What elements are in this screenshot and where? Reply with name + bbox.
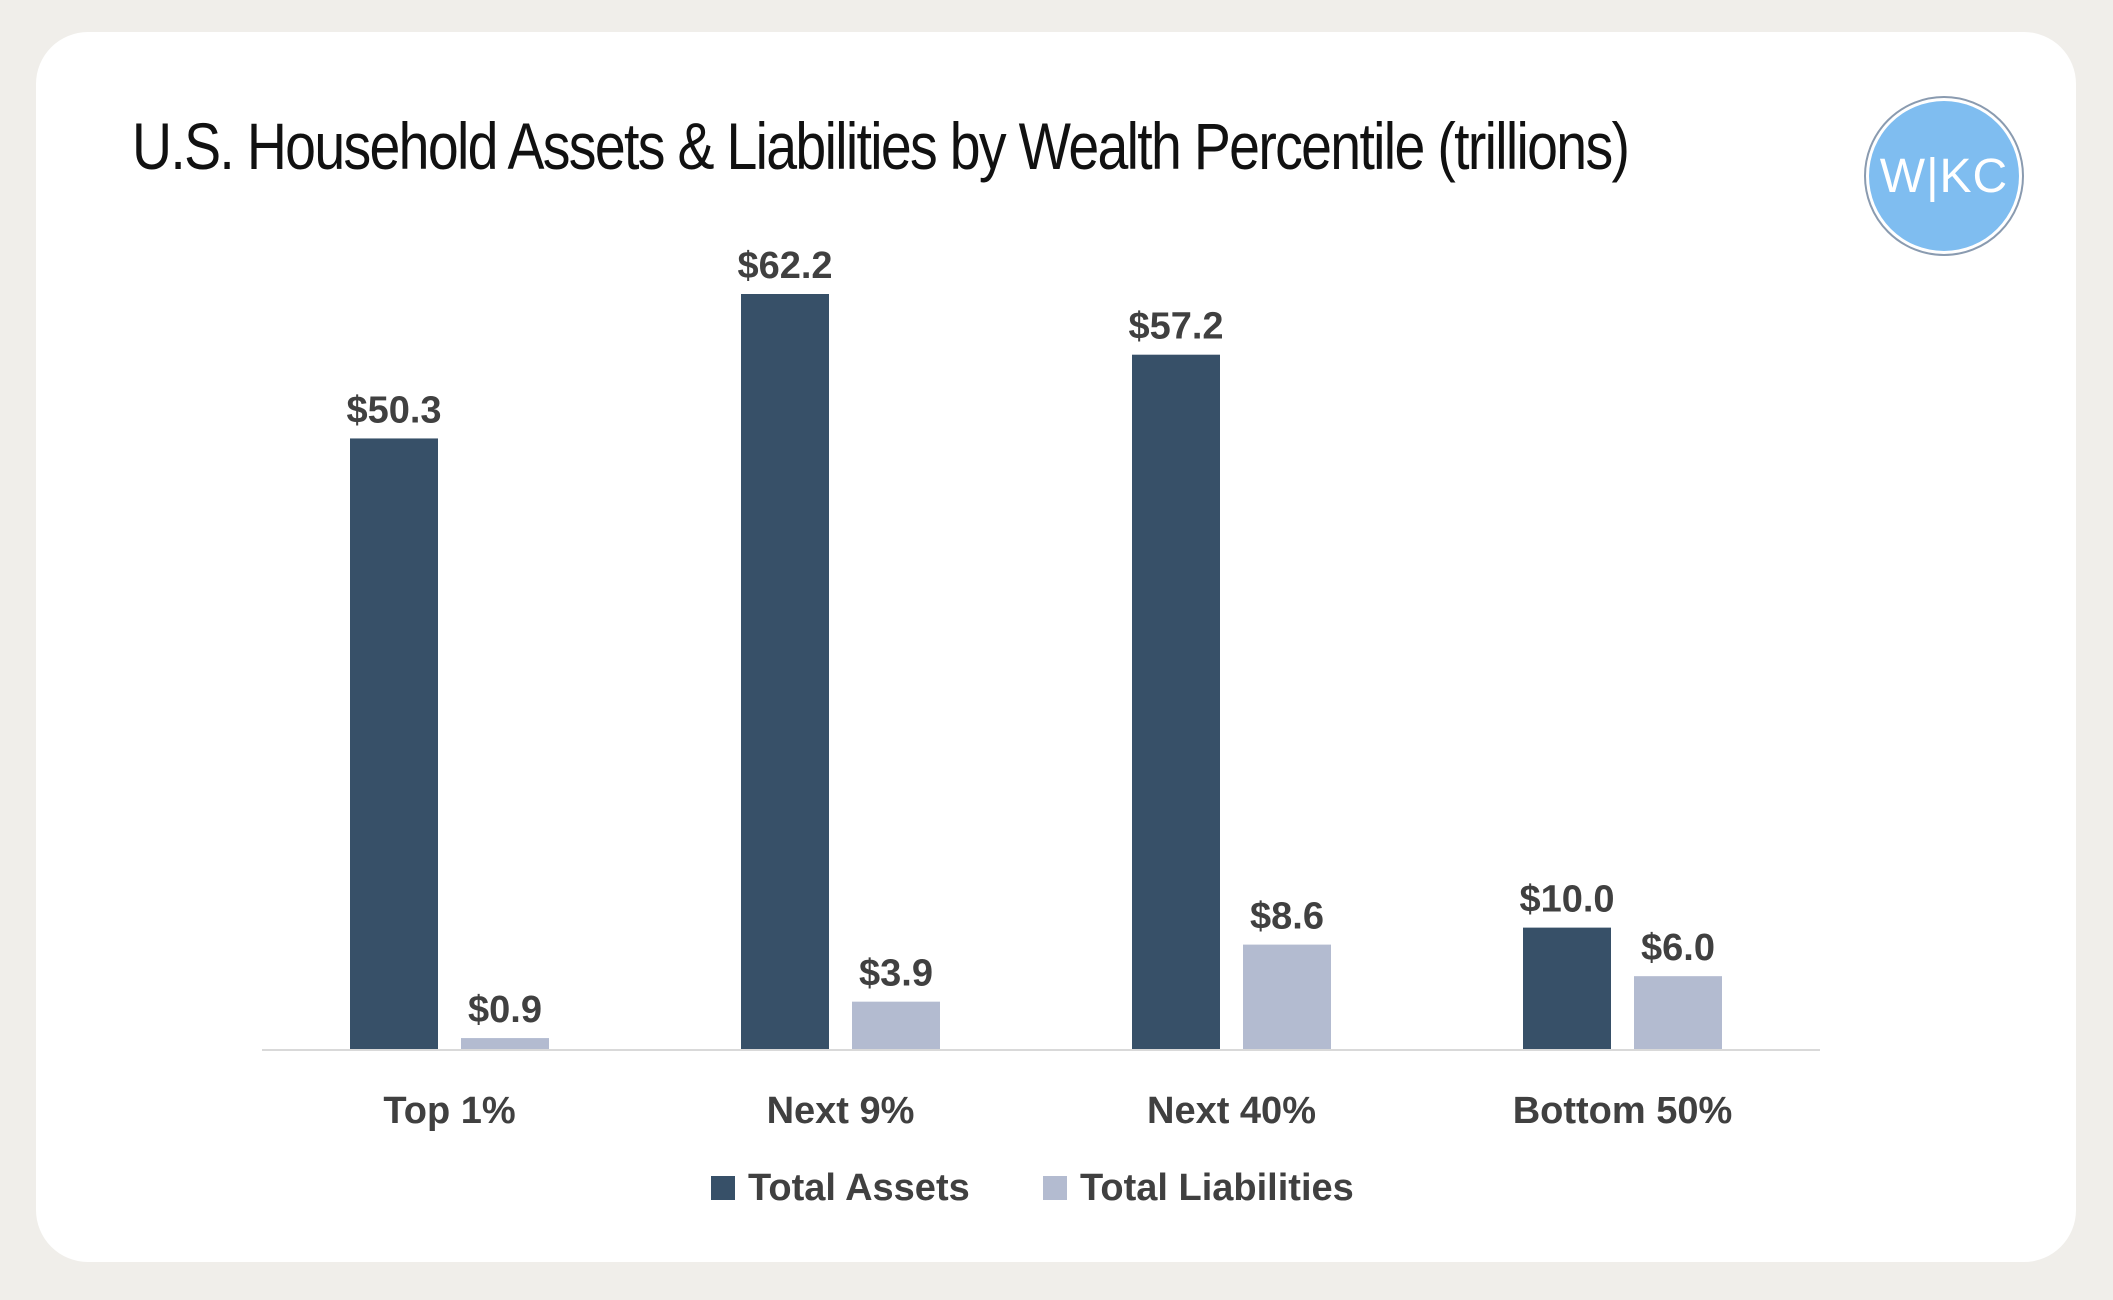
logo-circle: W|KC <box>1869 101 2019 251</box>
data-label-liabilities-2: $3.9 <box>859 953 933 995</box>
bar-liabilities-2 <box>852 1001 940 1049</box>
category-label-4: Bottom 50% <box>1513 1090 1733 1132</box>
chart-title: U.S. Household Assets & Liabilities by W… <box>132 109 1630 183</box>
data-label-liabilities-3: $8.6 <box>1250 896 1324 938</box>
legend-swatch-liabilities <box>1043 1176 1067 1200</box>
category-label-1: Top 1% <box>383 1090 515 1132</box>
data-label-liabilities-1: $0.9 <box>468 989 542 1031</box>
wkc-logo: W|KC <box>1864 96 2024 256</box>
bar-assets-4 <box>1523 927 1611 1049</box>
bar-liabilities-3 <box>1243 944 1331 1049</box>
data-label-liabilities-4: $6.0 <box>1641 927 1715 969</box>
data-label-assets-1: $50.3 <box>346 389 441 431</box>
legend-label-assets: Total Assets <box>748 1167 970 1209</box>
data-label-assets-3: $57.2 <box>1128 306 1223 348</box>
bar-assets-2 <box>741 294 829 1049</box>
bar-assets-3 <box>1132 354 1220 1050</box>
data-label-assets-2: $62.2 <box>737 245 832 287</box>
legend-swatch-assets <box>711 1176 735 1200</box>
data-label-assets-4: $10.0 <box>1519 879 1614 921</box>
logo-text: W|KC <box>1879 149 2009 203</box>
legend-label-liabilities: Total Liabilities <box>1080 1167 1354 1209</box>
bar-liabilities-4 <box>1634 976 1722 1049</box>
category-label-2: Next 9% <box>767 1090 915 1132</box>
bar-liabilities-1 <box>461 1038 549 1049</box>
bar-assets-1 <box>350 438 438 1050</box>
category-label-3: Next 40% <box>1147 1090 1316 1132</box>
